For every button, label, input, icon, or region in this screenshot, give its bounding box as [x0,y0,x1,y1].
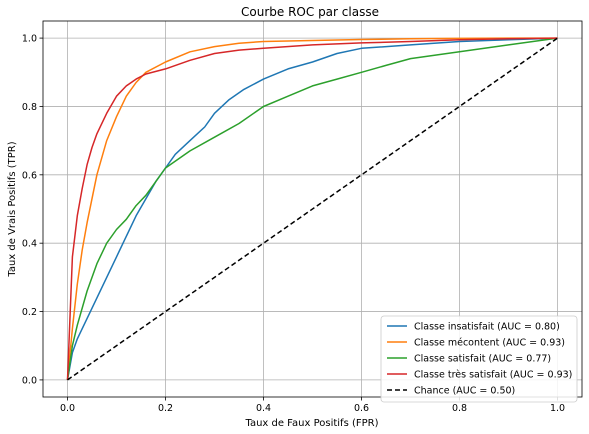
legend-label-0: Classe insatisfait (AUC = 0.80) [414,322,560,333]
plot-frame [42,20,583,398]
legend: Classe insatisfait (AUC = 0.80) Classe mé… [380,315,578,403]
grid [43,21,582,397]
legend-label-4: Chance (AUC = 0.50) [414,386,515,397]
legend-label-2: Classe satisfait (AUC = 0.77) [414,354,551,365]
series-line-4 [67,37,558,381]
x-tick-label: 1.0 [550,403,565,414]
x-tick-label: 0.4 [256,403,271,414]
x-tick-label: 0.6 [354,403,369,414]
x-tick-label: 0.8 [452,403,467,414]
y-axis-label: Taux de Vrais Positifs (TPR) [7,141,18,277]
series-line-1 [66,37,558,380]
x-tick-label: 0.2 [158,403,173,414]
y-tick-label: 0.2 [22,307,37,318]
y-tick-label: 0.8 [22,102,37,113]
y-tick-label: 0.0 [22,375,37,386]
legend-box [380,315,578,403]
legend-label-1: Classe mécontent (AUC = 0.93) [414,338,565,349]
legend-label-3: Classe très satisfait (AUC = 0.93) [414,370,572,381]
series-line-0 [66,37,558,381]
y-tick-label: 0.4 [22,239,37,250]
y-tick-label: 1.0 [22,34,37,45]
x-axis-label: Taux de Faux Positifs (FPR) [244,418,378,429]
x-tick-label: 0.0 [60,403,75,414]
chart-title: Courbe ROC par classe [241,5,379,19]
series-group [66,37,558,381]
series-line-3 [66,37,558,380]
y-tick-label: 0.6 [22,170,37,181]
tick-group: 0.0 0.2 0.4 0.6 0.8 1.0 0.0 0.2 0.4 0.6 0.8 1.0 [22,34,565,414]
series-line-2 [66,37,558,381]
